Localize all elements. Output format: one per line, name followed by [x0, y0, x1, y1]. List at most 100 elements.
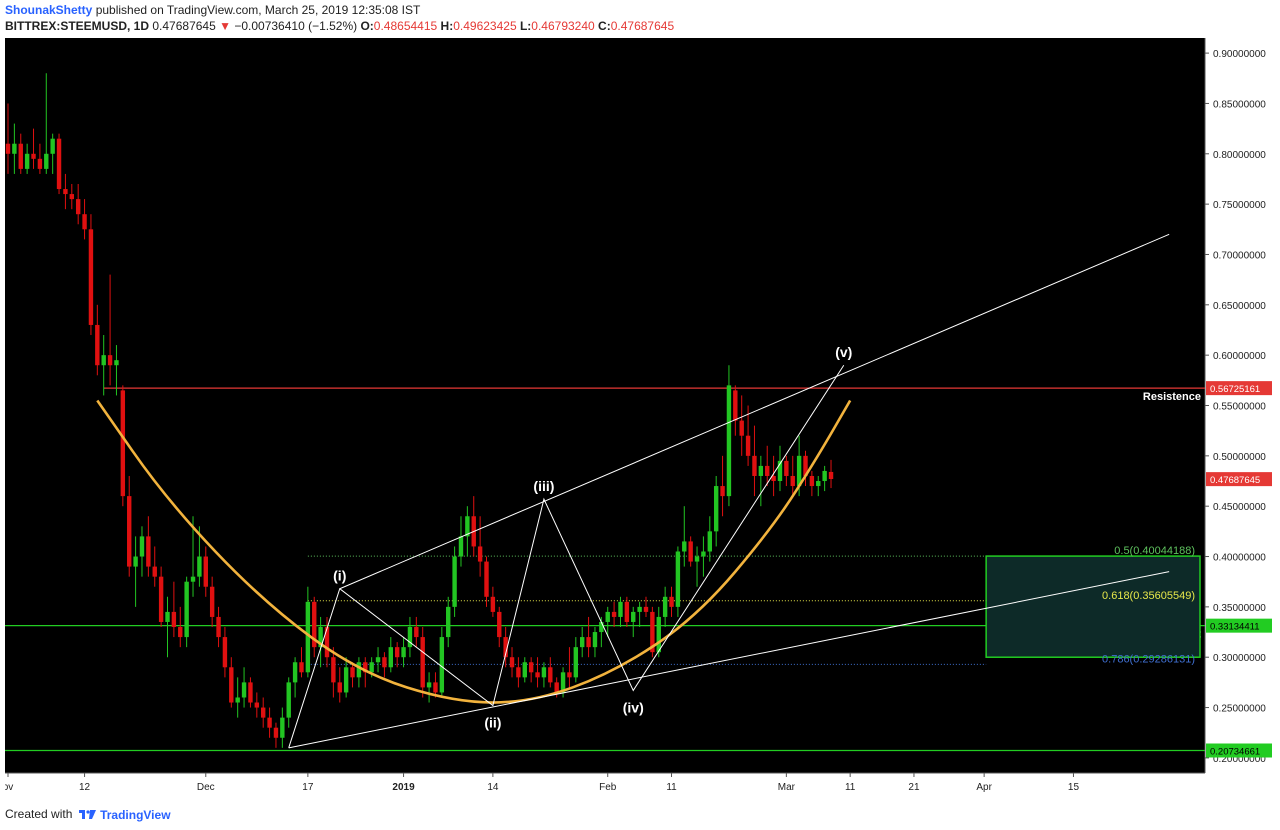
candle-body	[669, 596, 674, 607]
close-label: C:	[598, 19, 611, 33]
y-tick-label: 0.55000000	[1213, 402, 1266, 413]
candle-body	[69, 194, 74, 200]
candle-body	[828, 471, 834, 479]
x-tick-label: ov	[5, 782, 13, 793]
candle-body	[127, 496, 132, 567]
candle-body	[707, 531, 712, 552]
candle-body	[401, 647, 406, 658]
candle-body	[241, 682, 247, 698]
candle-body	[286, 682, 291, 718]
candle-body	[356, 662, 362, 678]
candle-body	[694, 556, 700, 562]
symbol-line: BITTREX:STEEMUSD, 1D 0.47687645 ▼ −0.007…	[5, 19, 674, 33]
candle-body	[720, 486, 725, 497]
candle-body	[107, 355, 113, 366]
candle-body	[688, 541, 693, 562]
high-label: H:	[440, 19, 454, 33]
candle-body	[82, 214, 87, 230]
candle-body	[426, 682, 432, 688]
y-tick-label: 0.45000000	[1213, 502, 1266, 513]
candle-body	[592, 632, 598, 648]
y-tick-label: 0.60000000	[1213, 351, 1266, 362]
candle-body	[120, 390, 126, 497]
candle-body	[394, 647, 400, 658]
wave-label: (i)	[333, 568, 346, 584]
candle-body	[586, 637, 591, 648]
candle-body	[420, 637, 425, 688]
candle-body	[12, 143, 17, 154]
candle-body	[299, 662, 304, 673]
x-tick-label: Dec	[197, 782, 215, 793]
x-tick-label: 17	[302, 782, 314, 793]
candle-body	[312, 601, 317, 648]
candle-body	[184, 581, 189, 638]
candle-body	[682, 541, 687, 552]
candle-body	[618, 601, 623, 617]
candle-body	[535, 672, 540, 678]
candle-body	[796, 455, 802, 487]
candle-body	[446, 606, 451, 638]
candle-body	[713, 486, 719, 532]
x-tick-label: 15	[1068, 782, 1080, 793]
candle-body	[516, 667, 521, 678]
x-tick-label: Feb	[599, 782, 617, 793]
upper-channel-line	[339, 233, 1170, 590]
high-value: 0.49623425	[453, 19, 517, 33]
candle-body	[178, 627, 183, 638]
candle-body	[497, 611, 502, 638]
candlestick-chart[interactable]: 0.90000000 0.85000000 0.80000000 0.75000000…	[3, 38, 1275, 797]
x-tick-label: Apr	[976, 782, 992, 793]
time-axis-background	[5, 773, 1275, 797]
candle-body	[771, 475, 776, 482]
candle-body	[254, 702, 260, 708]
base-price-tag	[1206, 743, 1272, 758]
candle-body	[24, 153, 30, 169]
candle-body	[229, 667, 234, 703]
created-with-text: Created with	[5, 807, 73, 821]
wave-label: (iv)	[623, 699, 644, 715]
candle-body	[452, 556, 457, 607]
candle-body	[752, 455, 757, 476]
candle-body	[5, 143, 11, 154]
tradingview-brand[interactable]: TradingView	[100, 807, 171, 822]
candle-body	[222, 637, 228, 668]
y-tick-label: 0.65000000	[1213, 301, 1266, 312]
candle-body	[133, 556, 138, 567]
candle-body	[369, 662, 374, 673]
price-axis-background	[1205, 38, 1275, 773]
chart-area[interactable]: 0.90000000 0.85000000 0.80000000 0.75000000…	[3, 38, 1275, 797]
candle-body	[95, 324, 100, 366]
candle-body	[822, 470, 827, 482]
candle-body	[273, 727, 279, 738]
candle-body	[675, 551, 681, 607]
x-tick-label: 11	[845, 782, 856, 793]
tradingview-logo-icon	[78, 810, 96, 820]
candle-body	[50, 138, 55, 154]
y-tick-label: 0.20000000	[1213, 754, 1266, 765]
author-link[interactable]: ShounakShetty	[5, 3, 93, 17]
candle-body	[567, 672, 572, 678]
wave-label: (iii)	[533, 478, 554, 494]
candle-body	[18, 143, 23, 169]
y-tick-label: 0.75000000	[1213, 200, 1266, 211]
x-tick-label: 21	[908, 782, 920, 793]
candle-body	[375, 657, 381, 663]
low-label: L:	[519, 19, 532, 33]
candle-body	[637, 606, 642, 612]
candle-body	[331, 657, 336, 683]
y-tick-label: 0.25000000	[1213, 704, 1266, 715]
candle-body	[656, 616, 661, 653]
candle-body	[324, 627, 330, 658]
candle-body	[745, 435, 751, 456]
candle-body	[816, 481, 821, 487]
open-value: 0.48654415	[373, 19, 438, 33]
candle-body	[235, 697, 240, 703]
candle-body	[63, 189, 68, 195]
candle-body	[784, 460, 789, 476]
published-text: published on TradingView.com, March 25, …	[95, 3, 421, 17]
candle-body	[197, 556, 202, 577]
candle-body	[803, 455, 808, 476]
resistance-price-tag	[1206, 381, 1272, 396]
candle-body	[261, 707, 266, 718]
candle-body	[605, 611, 610, 622]
